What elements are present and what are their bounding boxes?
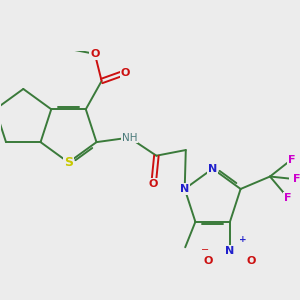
Text: O: O bbox=[90, 49, 100, 59]
Text: F: F bbox=[288, 154, 295, 165]
Text: O: O bbox=[121, 68, 130, 77]
Text: N: N bbox=[225, 246, 235, 256]
Text: F: F bbox=[293, 174, 300, 184]
Text: NH: NH bbox=[122, 133, 137, 142]
Text: F: F bbox=[284, 193, 292, 203]
Text: O: O bbox=[204, 256, 213, 266]
Text: +: + bbox=[239, 235, 247, 244]
Text: S: S bbox=[64, 156, 73, 169]
Text: N: N bbox=[208, 164, 217, 174]
Text: O: O bbox=[247, 256, 256, 266]
Text: O: O bbox=[149, 179, 158, 189]
Text: N: N bbox=[180, 184, 189, 194]
Text: −: − bbox=[200, 245, 209, 256]
